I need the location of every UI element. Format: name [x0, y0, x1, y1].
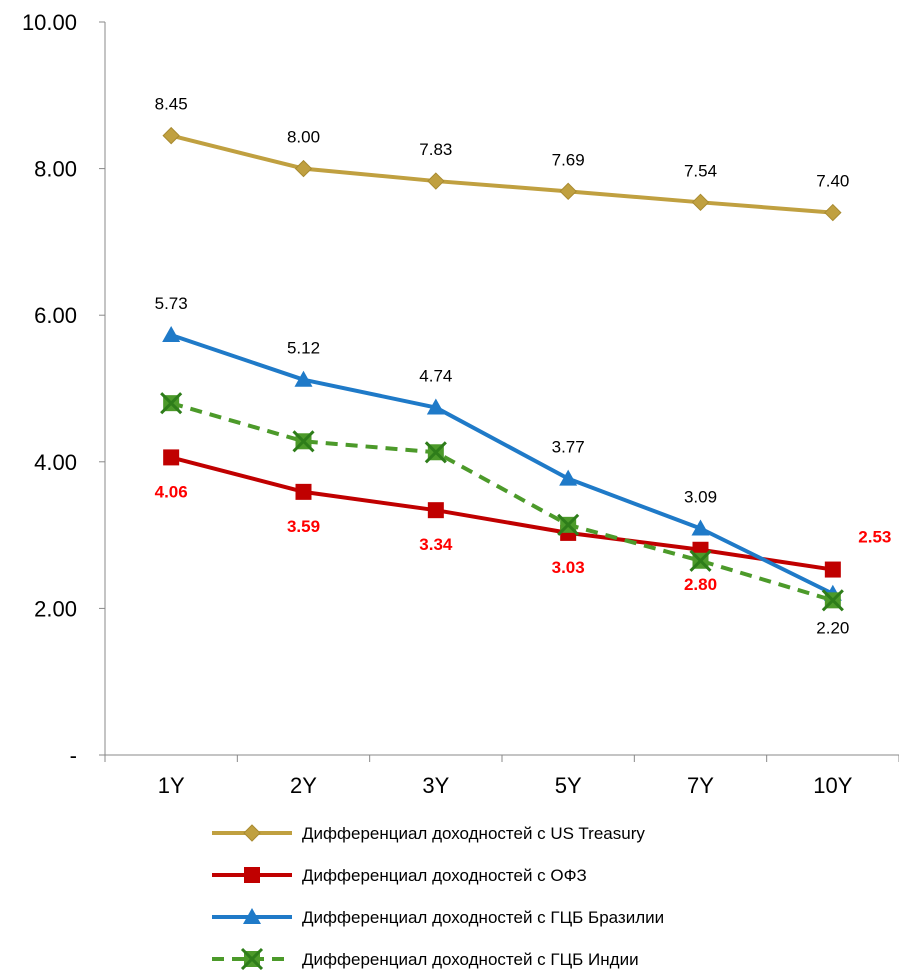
data-point: [160, 392, 183, 415]
data-point: [824, 203, 842, 222]
data-point: [163, 449, 180, 466]
data-point: [689, 549, 712, 572]
y-tick-label: 6.00: [34, 303, 77, 328]
x-tick-label: 3Y: [422, 773, 449, 798]
x-tick-label: 5Y: [555, 773, 582, 798]
data-label: 7.54: [684, 161, 717, 180]
data-labels: 8.45 8.00 7.83 7.69 7.54 7.40 5.73 5.12 4.74 3.77…: [155, 95, 892, 638]
data-point: [557, 513, 580, 536]
legend-label: Дифференциал доходностей с ГЦБ Бразилии: [302, 908, 664, 927]
data-point: [294, 370, 313, 387]
data-point: [691, 519, 710, 536]
series-3: [160, 392, 844, 612]
data-point: [426, 398, 445, 415]
legend-label: Дифференциал доходностей с ОФЗ: [302, 866, 587, 885]
legend-marker: [240, 947, 264, 970]
y-tick-label: 2.00: [34, 596, 77, 621]
data-point: [821, 589, 844, 612]
series-0: [162, 126, 842, 222]
data-point: [424, 441, 447, 464]
data-label: 4.06: [155, 482, 188, 501]
series-2: [162, 325, 842, 601]
data-label: 3.09: [684, 488, 717, 507]
x-tick-label: 7Y: [687, 773, 714, 798]
data-label: 8.00: [287, 128, 320, 147]
legend-item-1: Дифференциал доходностей с ОФЗ: [212, 866, 587, 885]
series-line: [170, 133, 833, 215]
x-tick-label: 2Y: [290, 773, 317, 798]
data-label: 7.83: [419, 140, 452, 159]
x-tick-label: 10Y: [813, 773, 852, 798]
x-tick-label: 1Y: [158, 773, 185, 798]
data-label: 3.03: [552, 558, 585, 577]
series-line: [170, 401, 834, 603]
data-point: [162, 325, 181, 342]
data-label: 2.80: [684, 575, 717, 594]
y-tick-label: 8.00: [34, 157, 77, 182]
legend-item-3: Дифференциал доходностей с ГЦБ Индии: [212, 947, 639, 970]
legend-item-2: Дифференциал доходностей с ГЦБ Бразилии: [212, 908, 664, 927]
y-tick-label: 10.00: [22, 10, 77, 35]
legend-label: Дифференциал доходностей с US Treasury: [302, 824, 645, 843]
legend-item-0: Дифференциал доходностей с US Treasury: [212, 824, 645, 843]
series-layer: [160, 126, 844, 612]
data-point: [427, 502, 444, 519]
data-label: 7.69: [552, 150, 585, 169]
data-point: [824, 561, 841, 578]
data-point: [427, 172, 445, 190]
y-tick-label: -: [70, 743, 77, 768]
data-label: 5.73: [155, 294, 188, 313]
data-point: [559, 469, 578, 486]
series-line: [170, 455, 834, 572]
data-point: [294, 159, 313, 178]
data-point: [162, 126, 180, 145]
data-point: [295, 483, 312, 500]
data-label: 3.59: [287, 517, 320, 536]
legend-label: Дифференциал доходностей с ГЦБ Индии: [302, 950, 639, 969]
legend-marker: [243, 824, 261, 842]
data-label: 2.53: [858, 528, 891, 547]
legend-marker: [243, 908, 261, 924]
series-1: [163, 449, 841, 578]
legend-marker: [244, 867, 260, 883]
data-label: 4.74: [419, 367, 452, 386]
data-label: 3.77: [552, 438, 585, 457]
data-point: [292, 430, 315, 453]
data-point: [559, 182, 577, 201]
legend: Дифференциал доходностей с US Treasury Ди…: [212, 824, 664, 970]
data-label: 7.40: [816, 172, 849, 191]
y-tick-label: 4.00: [34, 450, 77, 475]
series-line: [170, 333, 834, 596]
data-label: 8.45: [155, 95, 188, 114]
axes: - 2.00 4.00 6.00 8.00 10.00 1Y 2Y 3Y 5Y 7Y 10Y: [22, 10, 899, 798]
data-label: 5.12: [287, 339, 320, 358]
data-label: 2.20: [816, 619, 849, 638]
data-label: 3.34: [419, 535, 453, 554]
data-point: [691, 193, 710, 212]
